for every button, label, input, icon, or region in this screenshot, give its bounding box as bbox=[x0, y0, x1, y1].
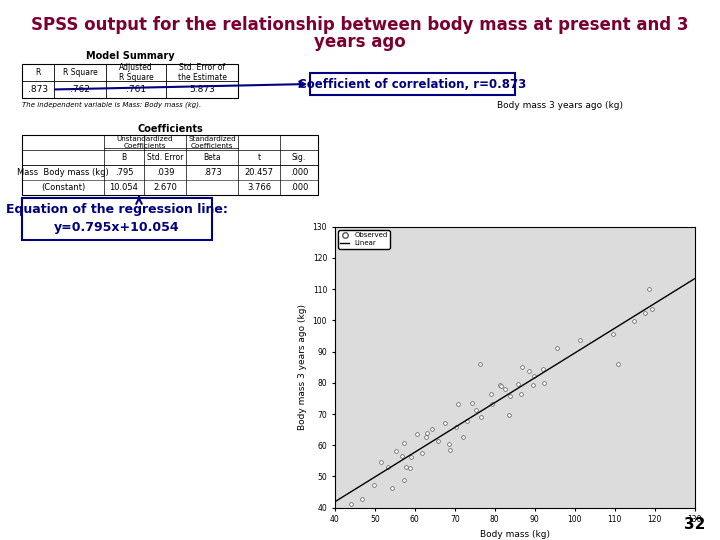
Text: Beta: Beta bbox=[203, 153, 221, 162]
Text: .795: .795 bbox=[114, 168, 133, 177]
Text: Std. Error of
the Estimate: Std. Error of the Estimate bbox=[178, 63, 227, 82]
Text: R Square: R Square bbox=[63, 68, 97, 77]
Point bbox=[527, 381, 539, 389]
Text: Model Summary: Model Summary bbox=[86, 51, 174, 61]
Point bbox=[405, 453, 416, 462]
Point bbox=[390, 447, 402, 456]
Text: .761: .761 bbox=[126, 85, 146, 94]
Point bbox=[552, 343, 563, 352]
Text: .000: .000 bbox=[290, 183, 308, 192]
Point bbox=[382, 463, 394, 471]
Text: R: R bbox=[35, 68, 41, 77]
Text: 2.670: 2.670 bbox=[153, 183, 177, 192]
Point bbox=[439, 418, 451, 427]
Text: .873: .873 bbox=[28, 85, 48, 94]
Text: Coefficient of correlation, r=0.873: Coefficient of correlation, r=0.873 bbox=[298, 78, 526, 91]
Point bbox=[528, 372, 540, 380]
Point bbox=[368, 481, 379, 489]
Point bbox=[452, 400, 464, 409]
Text: Equation of the regression line:: Equation of the regression line: bbox=[6, 204, 228, 217]
Text: Coefficients: Coefficients bbox=[137, 124, 203, 134]
Point bbox=[516, 389, 527, 398]
Point bbox=[356, 495, 368, 503]
Point bbox=[387, 484, 398, 492]
Text: Body mass 3 years ago (kg): Body mass 3 years ago (kg) bbox=[497, 101, 623, 110]
Point bbox=[399, 439, 410, 448]
Point bbox=[396, 451, 408, 460]
Point bbox=[495, 382, 507, 390]
Point bbox=[416, 449, 428, 458]
Point bbox=[421, 429, 433, 437]
Text: 32: 32 bbox=[683, 517, 705, 532]
Point bbox=[494, 381, 505, 389]
Point bbox=[505, 392, 516, 400]
X-axis label: Body mass (kg): Body mass (kg) bbox=[480, 530, 550, 539]
Text: Unstandardized
Coefficients: Unstandardized Coefficients bbox=[117, 136, 174, 149]
Point bbox=[400, 462, 412, 471]
Point bbox=[426, 425, 437, 434]
Point bbox=[412, 430, 423, 438]
Legend: Observed, Linear: Observed, Linear bbox=[338, 230, 390, 248]
Text: .873: .873 bbox=[202, 168, 221, 177]
Point bbox=[467, 399, 478, 407]
Point bbox=[432, 436, 444, 445]
Point bbox=[647, 305, 658, 313]
Point bbox=[644, 285, 655, 293]
Point bbox=[475, 413, 487, 421]
Point bbox=[485, 389, 497, 398]
Text: Mass  Body mass (kg): Mass Body mass (kg) bbox=[17, 168, 109, 177]
Point bbox=[345, 507, 356, 515]
Text: Adjusted
R Square: Adjusted R Square bbox=[119, 63, 153, 82]
Point bbox=[462, 416, 473, 425]
Point bbox=[420, 433, 432, 441]
Text: .039: .039 bbox=[156, 168, 174, 177]
Point bbox=[470, 406, 482, 414]
Bar bbox=[22, 135, 318, 195]
Point bbox=[608, 329, 619, 338]
Y-axis label: Body mass 3 years ago (kg): Body mass 3 years ago (kg) bbox=[298, 304, 307, 430]
Text: t: t bbox=[258, 153, 261, 162]
Text: 10.054: 10.054 bbox=[109, 183, 138, 192]
Text: 3.766: 3.766 bbox=[247, 183, 271, 192]
Text: y=0.795x+10.054: y=0.795x+10.054 bbox=[54, 221, 180, 234]
Text: B: B bbox=[122, 153, 127, 162]
Point bbox=[538, 379, 549, 388]
Point bbox=[486, 400, 498, 408]
Point bbox=[574, 336, 585, 345]
Point bbox=[499, 385, 510, 394]
Bar bbox=[22, 198, 212, 240]
Text: Sig.: Sig. bbox=[292, 153, 306, 162]
Point bbox=[516, 362, 527, 371]
Text: .000: .000 bbox=[290, 168, 308, 177]
Text: 5.873: 5.873 bbox=[189, 85, 215, 94]
Point bbox=[404, 463, 415, 472]
Point bbox=[375, 458, 387, 467]
Point bbox=[523, 367, 535, 375]
Point bbox=[639, 309, 651, 318]
Bar bbox=[22, 64, 238, 98]
Point bbox=[612, 359, 624, 368]
Text: (Constant): (Constant) bbox=[41, 183, 85, 192]
Point bbox=[503, 411, 514, 420]
Point bbox=[445, 446, 456, 454]
Point bbox=[474, 360, 486, 369]
Text: Std. Error: Std. Error bbox=[147, 153, 183, 162]
Point bbox=[513, 380, 524, 389]
Point bbox=[444, 440, 455, 448]
Bar bbox=[310, 73, 515, 95]
Text: 20.457: 20.457 bbox=[245, 168, 274, 177]
Point bbox=[457, 433, 469, 441]
Point bbox=[537, 364, 549, 373]
Point bbox=[340, 507, 351, 515]
Point bbox=[345, 500, 356, 509]
Text: Standardized
Coefficients: Standardized Coefficients bbox=[188, 136, 236, 149]
Point bbox=[398, 476, 410, 484]
Text: The independent variable is Mass: Body mass (kg).: The independent variable is Mass: Body m… bbox=[22, 101, 202, 107]
Point bbox=[629, 317, 640, 326]
Point bbox=[451, 423, 462, 431]
Text: .762: .762 bbox=[70, 85, 90, 94]
Text: SPSS output for the relationship between body mass at present and 3: SPSS output for the relationship between… bbox=[31, 16, 689, 34]
Text: years ago: years ago bbox=[314, 33, 406, 51]
